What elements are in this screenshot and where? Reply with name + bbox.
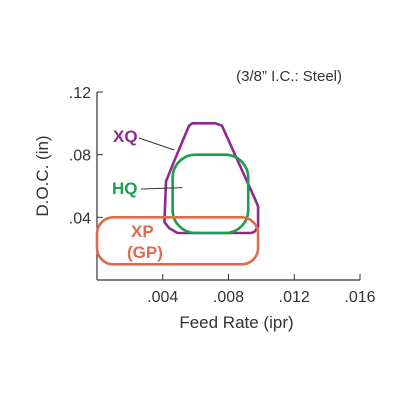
regions (95, 122, 260, 266)
region-xq (163, 122, 260, 235)
x-tick-label: .008 (213, 289, 244, 306)
xq-label: XQ (113, 127, 138, 146)
gp-label: (GP) (127, 243, 163, 262)
x-tick-label: .016 (344, 289, 375, 306)
chart-subtitle: (3/8” I.C.: Steel) (236, 68, 342, 85)
x-axis-title: Feed Rate (ipr) (179, 313, 293, 332)
y-tick-label: .08 (69, 148, 91, 165)
hq-label: HQ (112, 179, 138, 198)
region-xp (95, 216, 260, 266)
x-tick-label: .012 (279, 289, 310, 306)
xq-leader-line (138, 137, 175, 151)
x-tick-label: .004 (147, 289, 178, 306)
y-tick-label: .04 (69, 210, 91, 227)
region-hq (171, 153, 250, 235)
xp-label: XP (131, 222, 154, 241)
ticks: .004 .008 .012 .016 .04 .08 .12 (69, 85, 376, 306)
y-tick-label: .12 (69, 85, 91, 102)
region-labels: XQ HQ XP (GP) (112, 127, 183, 262)
hq-leader-line (140, 187, 183, 190)
y-axis-title: D.O.C. (in) (33, 135, 52, 216)
